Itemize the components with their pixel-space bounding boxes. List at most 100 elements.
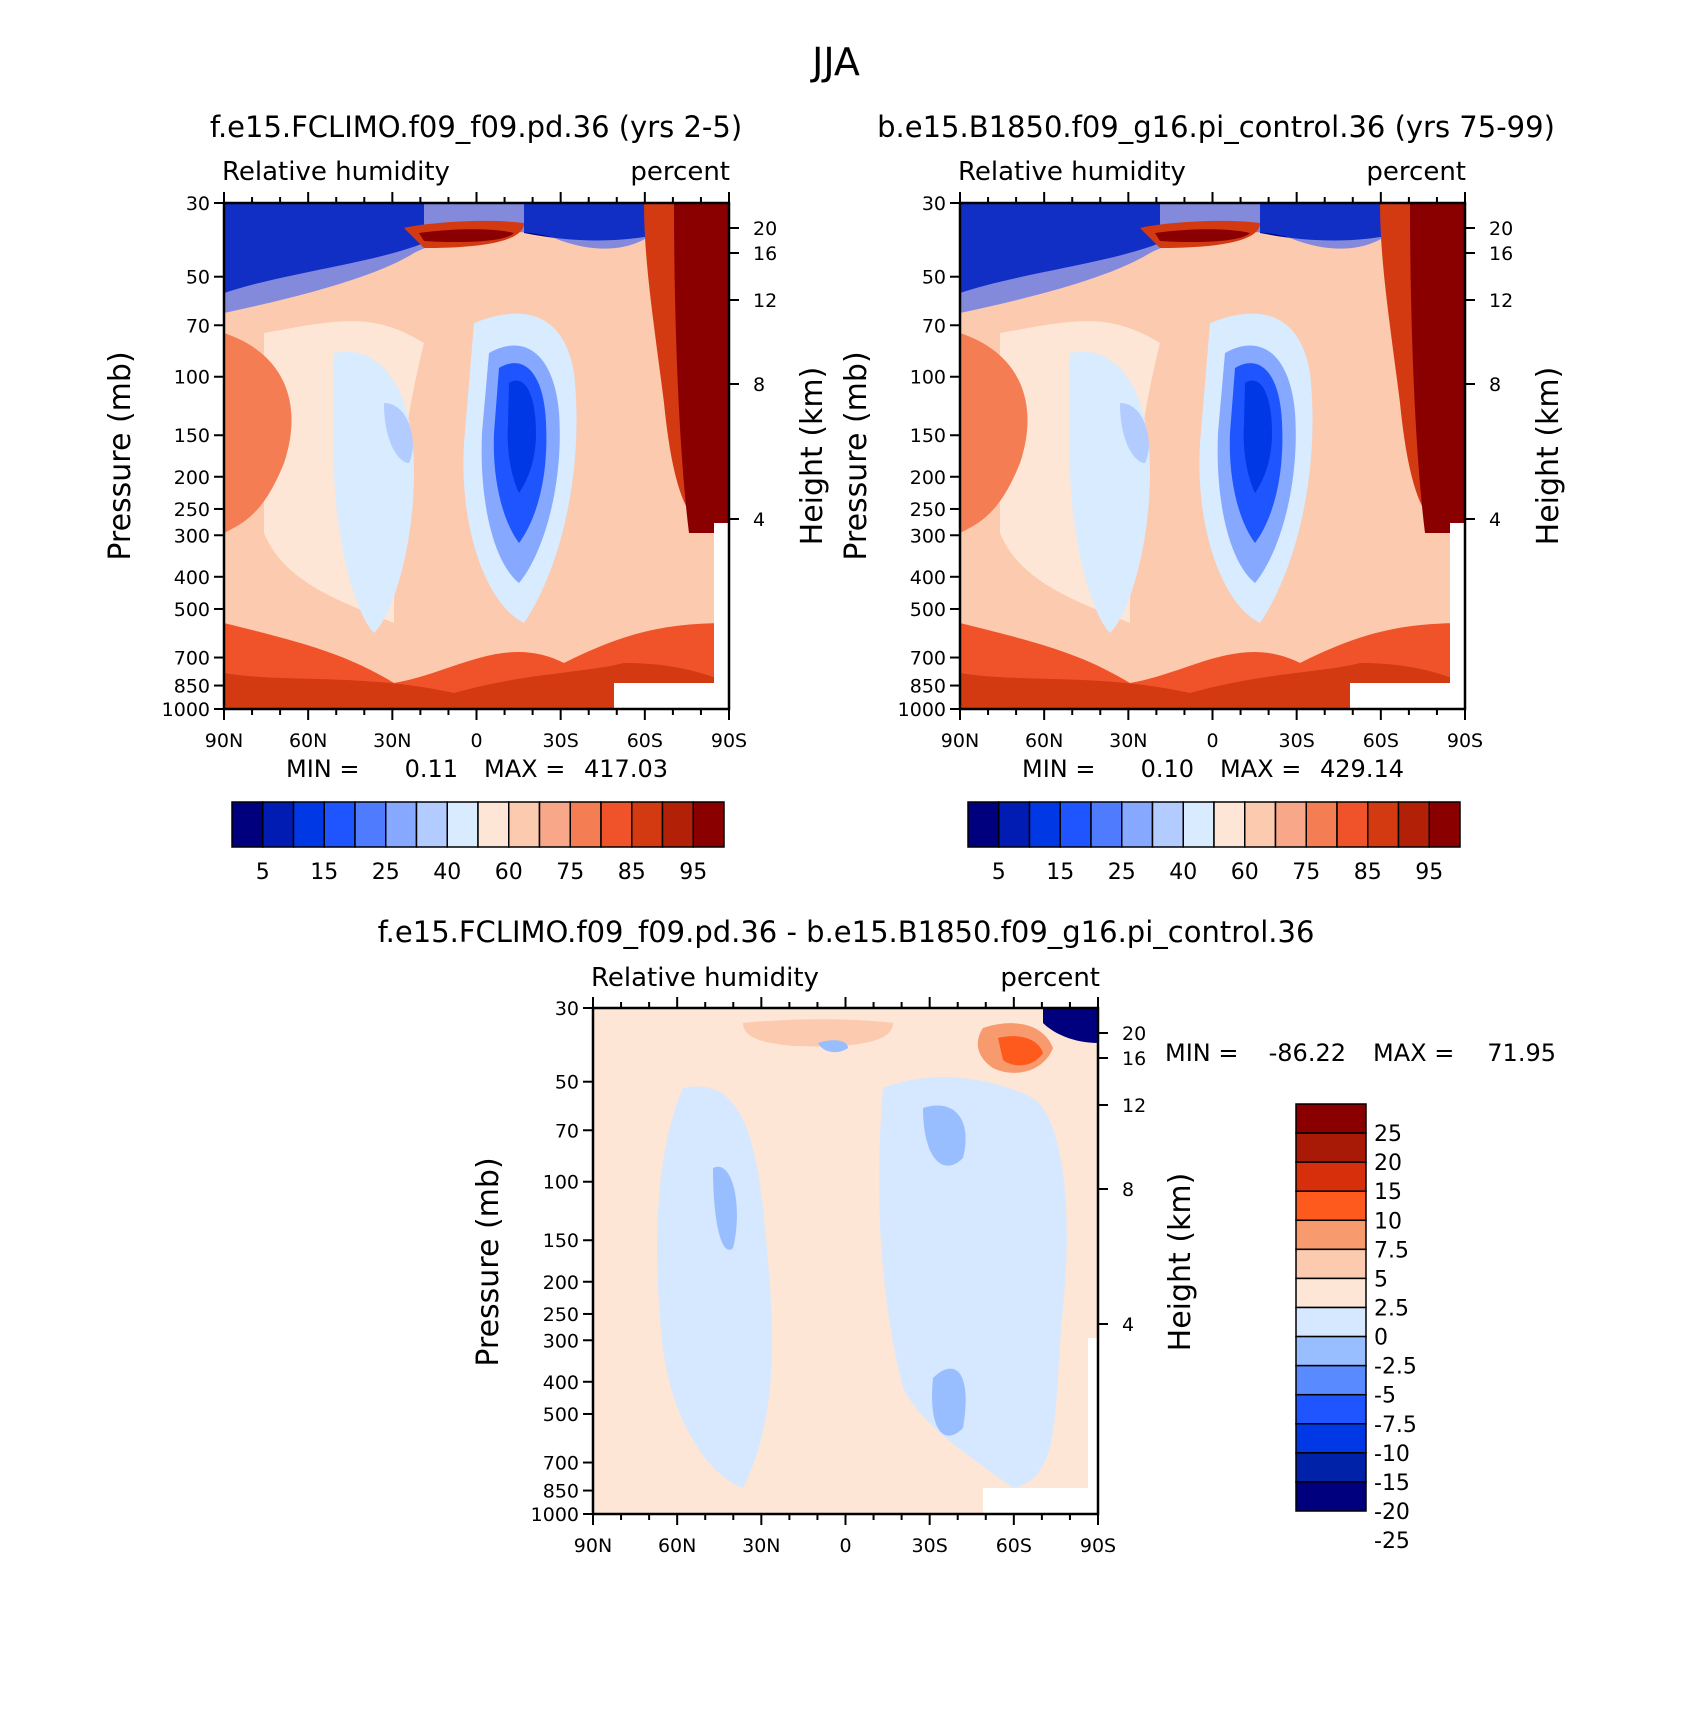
panel-2-ylabel-right: Height (km) bbox=[1531, 367, 1566, 546]
x-tick-label: 60S bbox=[627, 730, 663, 752]
panel-1-ylabel-right: Height (km) bbox=[795, 367, 830, 546]
y-right-tick-label: 16 bbox=[753, 243, 777, 265]
colorbar-label: 25 bbox=[1108, 860, 1136, 885]
panel-1: f.e15.FCLIMO.f09_f09.pd.36 (yrs 2-5) Rel… bbox=[103, 110, 830, 885]
contour-region bbox=[674, 203, 729, 533]
colorbar-swatch bbox=[354, 801, 387, 848]
colorbar-swatch bbox=[1295, 1161, 1367, 1192]
y-right-tick-label: 8 bbox=[1489, 374, 1501, 396]
contour-region bbox=[1120, 403, 1149, 463]
y-tick-label: 200 bbox=[910, 467, 946, 489]
colorbar-swatch bbox=[1244, 801, 1277, 848]
panel-2-units-label: percent bbox=[1366, 157, 1466, 187]
y-right-tick-label: 12 bbox=[753, 290, 777, 312]
colorbar-label: -2.5 bbox=[1374, 1355, 1417, 1380]
colorbar-swatch bbox=[998, 801, 1031, 848]
colorbar-swatch bbox=[1213, 801, 1246, 848]
colorbar-label: 75 bbox=[556, 860, 584, 885]
panel-3-ylabel: Pressure (mb) bbox=[471, 1157, 506, 1366]
colorbar-swatch bbox=[661, 801, 694, 848]
colorbar-label: 15 bbox=[1046, 860, 1074, 885]
x-tick-label: 30N bbox=[742, 1535, 780, 1557]
x-tick-label: 90S bbox=[1080, 1535, 1116, 1557]
y-tick-label: 300 bbox=[910, 525, 946, 547]
contour-region bbox=[614, 683, 729, 709]
panel-1-fill bbox=[224, 203, 729, 709]
y-tick-label: 150 bbox=[910, 425, 946, 447]
panel-3-min-value: -86.22 bbox=[1269, 1039, 1346, 1067]
x-tick-label: 30S bbox=[912, 1535, 948, 1557]
colorbar-label: 40 bbox=[433, 860, 461, 885]
panel-2-colorbar: 5 15 25 40 60 75 85 95 bbox=[967, 801, 1461, 885]
colorbar-label: 75 bbox=[1292, 860, 1320, 885]
contour-region bbox=[743, 1019, 893, 1047]
panel-3-colorbar: 25 20 15 10 7.5 5 2.5 0 -2.5 -5 -7.5 -10 -15 -20 -25 bbox=[1295, 1103, 1417, 1554]
contour-region bbox=[818, 1040, 848, 1053]
panel-1-min-value: 0.11 bbox=[405, 755, 458, 783]
colorbar-swatch bbox=[1367, 801, 1400, 848]
colorbar-swatch bbox=[1295, 1335, 1367, 1367]
colorbar-swatch bbox=[508, 801, 541, 848]
y-tick-label: 850 bbox=[174, 676, 210, 698]
contour-region bbox=[1410, 203, 1465, 533]
panel-3: f.e15.FCLIMO.f09_f09.pd.36 - b.e15.B1850… bbox=[378, 915, 1556, 1557]
colorbar-swatch bbox=[538, 801, 571, 848]
contour-region bbox=[1155, 229, 1250, 243]
y-tick-label: 100 bbox=[910, 367, 946, 389]
y-tick-label: 150 bbox=[174, 425, 210, 447]
panel-3-variable-label: Relative humidity bbox=[591, 963, 819, 993]
colorbar-label: 20 bbox=[1374, 1151, 1402, 1176]
contour-region bbox=[1243, 380, 1272, 493]
x-tick-label: 0 bbox=[839, 1535, 851, 1557]
y-tick-label: 700 bbox=[910, 648, 946, 670]
x-tick-label: 60N bbox=[658, 1535, 696, 1557]
y-tick-label: 500 bbox=[174, 599, 210, 621]
colorbar-swatch bbox=[323, 801, 356, 848]
colorbar-swatch bbox=[385, 801, 418, 848]
colorbar-label: -20 bbox=[1374, 1500, 1410, 1525]
contour-region bbox=[960, 333, 1028, 533]
y-right-tick-label: 12 bbox=[1122, 1095, 1146, 1117]
colorbar-swatch bbox=[1295, 1103, 1367, 1134]
y-tick-label: 70 bbox=[186, 315, 210, 337]
contour-region bbox=[224, 663, 729, 709]
y-right-tick-label: 20 bbox=[1489, 218, 1513, 240]
colorbar-swatch bbox=[415, 801, 448, 848]
colorbar-label: 40 bbox=[1169, 860, 1197, 885]
x-tick-label: 30N bbox=[373, 730, 411, 752]
panel-3-units-label: percent bbox=[1000, 963, 1100, 993]
x-tick-label: 60S bbox=[1363, 730, 1399, 752]
colorbar-swatch bbox=[477, 801, 510, 848]
colorbar-label: 5 bbox=[992, 860, 1006, 885]
y-tick-label: 300 bbox=[174, 525, 210, 547]
panel-1-contour-field bbox=[224, 203, 729, 709]
colorbar-swatch bbox=[1295, 1132, 1367, 1163]
y-tick-label: 1000 bbox=[531, 1504, 579, 1526]
y-tick-label: 50 bbox=[186, 267, 210, 289]
contour-region bbox=[879, 1077, 1067, 1488]
x-tick-label: 90N bbox=[941, 730, 979, 752]
panel-1-units-label: percent bbox=[630, 157, 730, 187]
colorbar-label: 60 bbox=[495, 860, 523, 885]
colorbar-label: 85 bbox=[1354, 860, 1382, 885]
panel-2-max-label: MAX = bbox=[1220, 755, 1301, 783]
panel-3-y-axis-right: 20 16 12 8 4 bbox=[1098, 1023, 1146, 1336]
contour-region bbox=[1350, 683, 1465, 709]
panel-1-y-axis-right: 20 16 12 8 4 bbox=[729, 218, 777, 531]
contour-region bbox=[224, 203, 684, 313]
colorbar-swatch bbox=[1295, 1364, 1367, 1396]
y-right-tick-label: 8 bbox=[753, 374, 765, 396]
y-tick-label: 200 bbox=[174, 467, 210, 489]
colorbar-swatch bbox=[1428, 801, 1461, 848]
colorbar-swatch bbox=[1059, 801, 1092, 848]
colorbar-label: 15 bbox=[310, 860, 338, 885]
colorbar-label: 95 bbox=[679, 860, 707, 885]
colorbar-swatch bbox=[1295, 1277, 1367, 1309]
panel-2-min-value: 0.10 bbox=[1141, 755, 1194, 783]
y-tick-label: 400 bbox=[910, 567, 946, 589]
colorbar-swatch bbox=[446, 801, 479, 848]
x-tick-label: 30S bbox=[1279, 730, 1315, 752]
colorbar-label: 10 bbox=[1374, 1209, 1402, 1234]
colorbar-label: -25 bbox=[1374, 1529, 1410, 1554]
